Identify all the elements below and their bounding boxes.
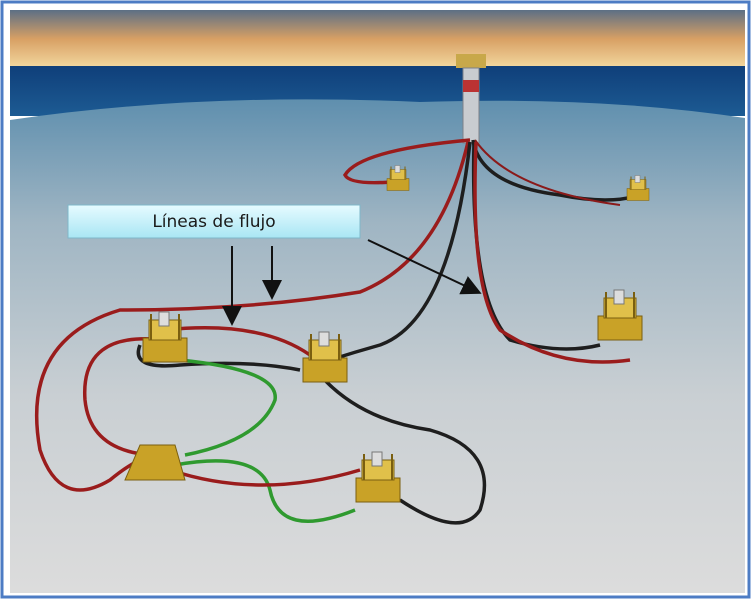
manifold: [142, 311, 188, 363]
sky: [10, 10, 745, 68]
flowlines: [35, 138, 641, 525]
manifold: [386, 165, 410, 191]
manifold: [626, 175, 650, 201]
plet: [124, 444, 186, 481]
arrows: [222, 239, 482, 326]
manifold: [597, 289, 643, 341]
manifold: [355, 451, 401, 503]
manifold: [302, 331, 348, 383]
label-box: [67, 204, 361, 239]
label-text: Líneas de flujo: [152, 212, 275, 232]
